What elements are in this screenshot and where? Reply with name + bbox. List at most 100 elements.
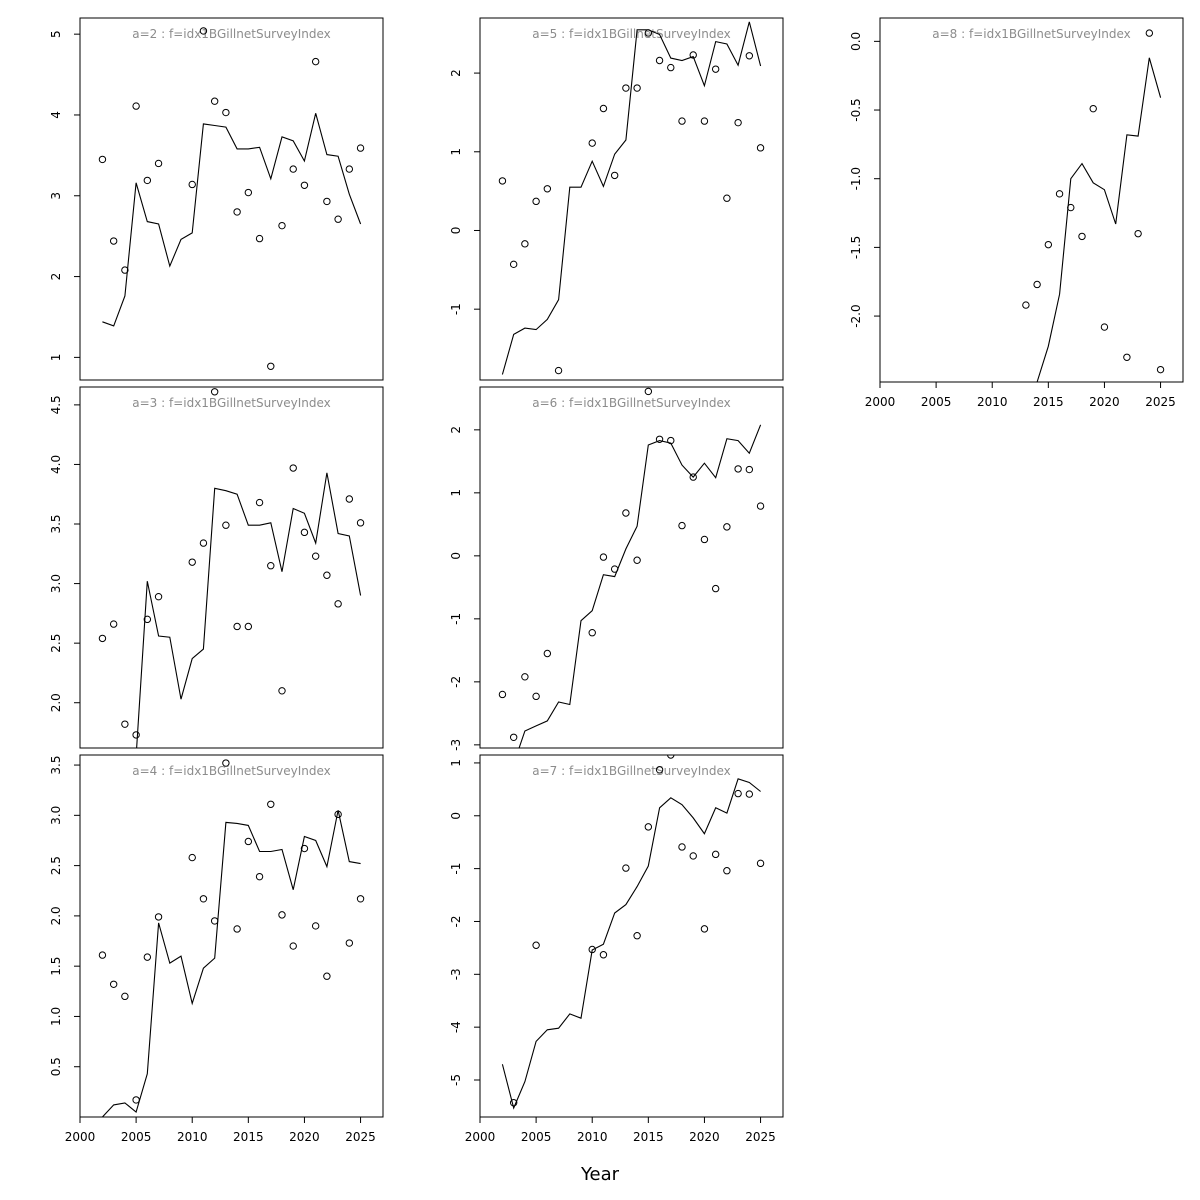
observed-point bbox=[622, 509, 630, 517]
plot-frame bbox=[879, 17, 1184, 383]
observed-point bbox=[700, 925, 709, 933]
x-tick-label: 2000 bbox=[465, 1130, 496, 1144]
plot-frame bbox=[479, 754, 784, 1118]
observed-point bbox=[233, 622, 241, 631]
panel-a5: a=5 : f=idx1BGillnetSurveyIndex -1 0 1 2 bbox=[449, 17, 784, 381]
observed-point bbox=[532, 692, 540, 701]
x-tick-label: 2015 bbox=[633, 1130, 664, 1144]
observed-point bbox=[210, 388, 219, 396]
y-tick-label: 5 bbox=[49, 30, 63, 38]
observed-point bbox=[532, 197, 540, 206]
y-tick-label: 1 bbox=[449, 148, 463, 156]
y-tick-label: 4 bbox=[49, 111, 63, 119]
observed-point bbox=[644, 29, 653, 37]
observed-point bbox=[689, 51, 697, 59]
fitted-line bbox=[101, 810, 361, 1117]
observed-point bbox=[700, 117, 709, 125]
observed-point bbox=[622, 84, 630, 92]
observed-point bbox=[334, 810, 342, 819]
observed-point bbox=[588, 139, 596, 147]
observed-point bbox=[1078, 232, 1086, 241]
y-tick-label: 1 bbox=[449, 759, 463, 767]
x-tick-label: 2005 bbox=[921, 395, 952, 409]
y-tick-label: -2 bbox=[449, 915, 463, 927]
y-tick-label: -0.5 bbox=[849, 98, 863, 121]
observed-point bbox=[700, 535, 709, 544]
x-tick-label: 2025 bbox=[1145, 395, 1176, 409]
observed-point bbox=[532, 941, 540, 949]
observed-point bbox=[678, 117, 686, 125]
observed-point bbox=[644, 823, 653, 831]
x-tick-label: 2005 bbox=[521, 1130, 552, 1144]
observed-point bbox=[222, 521, 230, 529]
observed-point bbox=[323, 571, 331, 579]
observed-point bbox=[267, 362, 275, 370]
observed-point bbox=[345, 939, 354, 947]
y-tick-label: 2 bbox=[449, 426, 463, 434]
observed-point bbox=[599, 104, 608, 113]
observed-point bbox=[734, 118, 742, 127]
plot-frame bbox=[479, 17, 784, 381]
observed-point bbox=[154, 913, 163, 921]
y-tick-label: 1.5 bbox=[49, 957, 63, 976]
y-tick-label: 1 bbox=[49, 354, 63, 362]
panel-title: a=6 : f=idx1BGillnetSurveyIndex bbox=[532, 396, 730, 410]
x-tick-label: 2010 bbox=[577, 1130, 608, 1144]
observed-point bbox=[345, 165, 354, 173]
observed-point bbox=[109, 237, 118, 245]
observed-point bbox=[132, 731, 140, 739]
observed-point bbox=[723, 194, 731, 202]
observed-point bbox=[745, 52, 754, 60]
observed-point bbox=[599, 553, 608, 561]
observed-point bbox=[745, 790, 754, 798]
observed-point bbox=[222, 759, 230, 767]
observed-point bbox=[143, 953, 152, 961]
y-tick-label: -5 bbox=[449, 1074, 463, 1086]
observed-point bbox=[267, 800, 275, 808]
panel-title: a=2 : f=idx1BGillnetSurveyIndex bbox=[132, 27, 330, 41]
observed-point bbox=[543, 185, 552, 193]
fitted-line bbox=[518, 424, 762, 748]
observed-point bbox=[233, 208, 241, 216]
observed-point bbox=[289, 942, 297, 950]
observed-point bbox=[154, 159, 163, 168]
x-tick-label: 2005 bbox=[121, 1130, 152, 1144]
panel-a4: a=4 : f=idx1BGillnetSurveyIndex 0.5 1.0 1.… bbox=[49, 754, 384, 1144]
x-tick-label: 2010 bbox=[977, 395, 1008, 409]
y-tick-label: -2 bbox=[449, 676, 463, 688]
observed-point bbox=[278, 911, 286, 919]
observed-point bbox=[1055, 190, 1064, 198]
x-tick-label: 2000 bbox=[865, 395, 896, 409]
observed-point bbox=[121, 992, 129, 1001]
observed-point bbox=[667, 436, 675, 445]
fitted-line bbox=[1036, 57, 1162, 382]
observed-point bbox=[667, 755, 675, 759]
observed-point bbox=[633, 84, 641, 92]
observed-point bbox=[1033, 280, 1041, 289]
observed-point bbox=[255, 498, 264, 507]
observed-point bbox=[723, 867, 731, 875]
observed-point bbox=[734, 465, 742, 473]
observed-point bbox=[244, 188, 253, 197]
observed-point bbox=[188, 853, 196, 862]
observed-point bbox=[1022, 301, 1030, 309]
observed-point bbox=[199, 895, 208, 903]
y-tick-label: -3 bbox=[449, 739, 463, 751]
y-tick-label: 0.5 bbox=[49, 1057, 63, 1076]
observed-point bbox=[498, 177, 507, 185]
y-tick-label: -1.0 bbox=[849, 167, 863, 190]
panel-a7: a=7 : f=idx1BGillnetSurveyIndex -5 -4 -3 -2… bbox=[449, 754, 784, 1144]
observed-point bbox=[521, 673, 529, 681]
observed-point bbox=[311, 57, 320, 66]
observed-point bbox=[154, 592, 163, 601]
observed-point bbox=[745, 465, 754, 474]
y-tick-label: 3.5 bbox=[49, 756, 63, 775]
y-tick-label: -1 bbox=[449, 303, 463, 315]
observed-point bbox=[300, 528, 309, 537]
y-tick-label: 2.0 bbox=[49, 906, 63, 925]
fitted-line bbox=[501, 21, 762, 375]
observed-point bbox=[1156, 365, 1165, 374]
y-tick-label: 2 bbox=[49, 273, 63, 281]
observed-point bbox=[509, 733, 518, 741]
